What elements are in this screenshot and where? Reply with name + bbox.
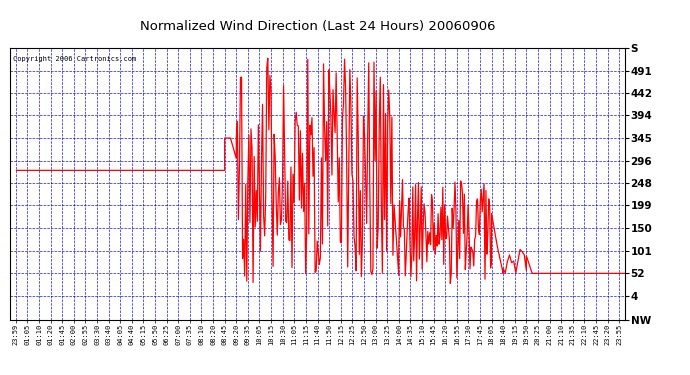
Text: Copyright 2006 Cartronics.com: Copyright 2006 Cartronics.com xyxy=(13,56,137,62)
Text: Normalized Wind Direction (Last 24 Hours) 20060906: Normalized Wind Direction (Last 24 Hours… xyxy=(140,20,495,33)
